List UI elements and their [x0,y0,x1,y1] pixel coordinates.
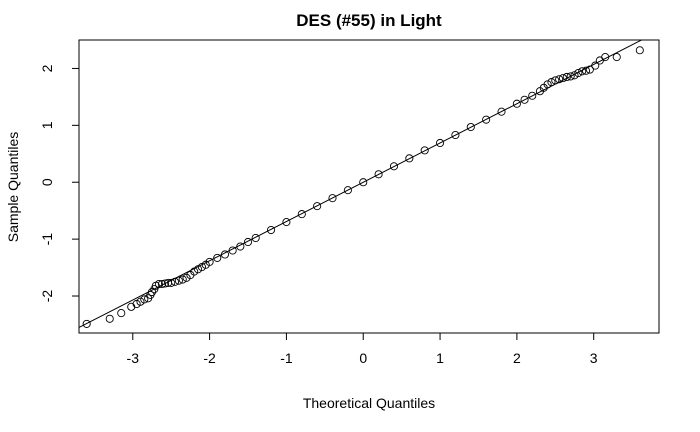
x-tick-label: 1 [436,350,444,366]
reference-line-layer [79,40,643,328]
data-point [566,72,575,81]
data-point [528,91,537,100]
data-point [512,99,521,108]
data-point [547,78,556,87]
x-axis: -3 -2 -1 0 1 2 3 [127,332,598,366]
data-point [167,278,176,287]
data-point [140,295,149,304]
x-tick-label: 3 [590,350,598,366]
data-point [466,122,475,132]
y-tick-label: 1 [39,121,55,129]
data-point [220,250,230,259]
data-point [520,95,529,104]
data-point [555,75,564,84]
points-layer [82,46,644,328]
x-axis-label: Theoretical Quantiles [303,395,435,411]
data-point [581,66,591,75]
data-point [243,237,253,247]
y-tick-label: 0 [39,178,55,186]
data-point [136,297,145,306]
data-point [612,53,621,62]
data-point [574,68,583,78]
data-point [132,299,141,309]
y-axis: -2 -1 0 1 2 [39,64,80,303]
data-point [170,277,180,286]
data-point [497,107,506,116]
data-point [359,178,368,187]
data-point [570,71,579,80]
data-point [436,138,445,148]
data-point [194,265,203,274]
data-point [251,233,260,243]
data-point [160,279,170,288]
data-point [482,115,491,124]
plot-frame [78,39,660,334]
data-point [297,210,306,219]
data-point [551,76,560,85]
y-tick-label: -2 [39,290,55,303]
chart-title: DES (#55) in Light [296,11,442,30]
data-point [578,67,587,76]
x-tick-label: -3 [127,350,140,366]
data-point [117,309,126,318]
data-point [205,257,214,266]
data-point [174,276,183,285]
data-point [236,242,245,251]
data-point [601,53,610,62]
data-point [343,186,352,195]
data-point [420,146,429,155]
y-tick-label: 2 [39,64,55,72]
data-point [543,80,552,89]
data-point [635,46,644,55]
data-point [328,194,337,203]
y-tick-label: -1 [39,233,55,246]
data-point [282,218,291,227]
y-axis-label: Sample Quantiles [5,132,21,243]
data-point [313,202,322,211]
data-point [585,65,594,74]
qq-reference-line [79,40,643,328]
x-tick-label: 0 [359,350,367,366]
data-point [178,275,187,284]
x-tick-label: -2 [203,350,216,366]
data-point [190,267,199,276]
data-point [197,262,206,272]
data-point [157,280,167,289]
data-point [591,61,600,70]
data-point [154,280,163,289]
x-tick-label: -1 [280,350,293,366]
data-point [82,319,91,328]
data-point [228,246,237,255]
data-point [213,253,222,262]
data-point [558,74,568,83]
data-point [389,162,399,171]
data-point [105,314,114,323]
data-point [267,225,276,235]
data-point [147,287,157,297]
data-point [451,130,460,140]
data-point [374,170,383,179]
x-tick-label: 2 [513,350,521,366]
data-point [405,154,414,163]
data-point [562,72,571,82]
